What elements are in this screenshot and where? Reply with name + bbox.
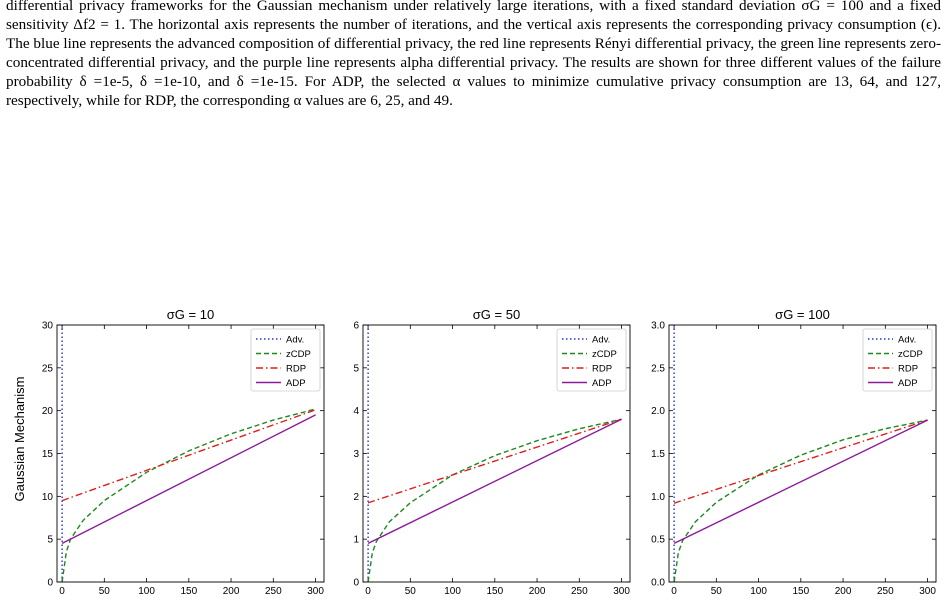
y-tick-label: 2.5: [651, 363, 665, 374]
legend-label-adp: ADP: [592, 378, 612, 389]
y-tick-label: 30: [42, 321, 54, 332]
y-tick-label: 20: [42, 406, 54, 417]
figure-panels: Gaussian Mechanism σG = 100 50 100 150 200 25…: [12, 307, 937, 597]
x-tick-label: 150: [792, 586, 809, 597]
plot-frame: [668, 324, 937, 583]
x-tick-label: 200: [529, 586, 546, 597]
y-tick-label: 0: [353, 578, 359, 589]
x-tick-label: 250: [877, 586, 894, 597]
x-tick-label: 100: [444, 586, 461, 597]
legend-label-adv: Adv.: [592, 335, 610, 346]
chart-title: σG = 50: [473, 307, 520, 322]
series-line-rdp: [367, 418, 622, 504]
x-tick-label: 100: [138, 586, 155, 597]
legend-label-zcdp: zCDP: [592, 349, 617, 360]
legend-box: [556, 328, 627, 392]
legend-label-rdp: RDP: [592, 364, 612, 375]
series-line-zcdp: [367, 418, 622, 582]
legend-label-zcdp: zCDP: [286, 349, 311, 360]
legend: Adv. zCDP RDP ADP: [250, 328, 321, 392]
y-tick-label: 2.0: [651, 406, 665, 417]
y-tick-label: 5: [353, 363, 359, 374]
y-tick-label: 2: [353, 492, 359, 503]
x-tick-label: 100: [750, 586, 767, 597]
y-tick-label: 10: [42, 492, 54, 503]
y-tick-label: 0.0: [651, 578, 665, 589]
x-tick-label: 0: [365, 586, 371, 597]
legend-box: [862, 328, 933, 392]
series-line-zcdp: [673, 419, 928, 582]
legend-label-adp: ADP: [898, 378, 918, 389]
chart-panel-1: σG = 10 0 50 100 150 200 250 300 0 5 10 15 20 25 30 Adv…: [42, 307, 325, 597]
x-tick-label: 200: [835, 586, 852, 597]
y-tick-label: 5: [47, 535, 53, 546]
series-line-zcdp: [61, 408, 316, 582]
plot-frame: [362, 324, 631, 583]
y-tick-label: 1.0: [651, 492, 665, 503]
series-line-rdp: [61, 409, 316, 502]
series-line-adp: [367, 418, 622, 545]
legend-box: [250, 328, 321, 392]
y-tick-label: 0.5: [651, 535, 665, 546]
plot-frame: [56, 324, 325, 583]
legend: Adv. zCDP RDP ADP: [862, 328, 933, 392]
y-tick-label: 3: [353, 449, 359, 460]
series-line-adp: [673, 419, 928, 545]
x-tick-label: 0: [671, 586, 677, 597]
legend-label-adp: ADP: [286, 378, 306, 389]
y-tick-label: 15: [42, 449, 54, 460]
legend-label-adv: Adv.: [286, 335, 304, 346]
y-tick-label: 3.0: [651, 321, 665, 332]
x-tick-label: 250: [265, 586, 282, 597]
y-axis-label: Gaussian Mechanism: [12, 377, 27, 502]
x-tick-label: 50: [99, 586, 111, 597]
chart-title: σG = 100: [775, 307, 830, 322]
legend-label-rdp: RDP: [898, 364, 918, 375]
x-tick-label: 50: [405, 586, 417, 597]
y-tick-label: 4: [353, 406, 359, 417]
y-tick-label: 1.5: [651, 449, 665, 460]
series-line-rdp: [673, 419, 928, 504]
legend-label-rdp: RDP: [286, 364, 306, 375]
y-tick-label: 6: [353, 321, 359, 332]
legend: Adv. zCDP RDP ADP: [556, 328, 627, 392]
legend-label-adv: Adv.: [898, 335, 916, 346]
x-tick-label: 250: [571, 586, 588, 597]
legend-label-zcdp: zCDP: [898, 349, 923, 360]
chart-panel-2: σG = 50 0 50 100 150 200 250 300 0 1 2 3 4 5 6 Adv. zCDP…: [353, 307, 631, 597]
chart-panel-3: σG = 100 0 50 100 150 200 250 300 0.0 0.5 1.0 1.5 2.…: [651, 307, 937, 597]
y-tick-label: 1: [353, 535, 359, 546]
x-tick-label: 150: [180, 586, 197, 597]
series-line-adp: [61, 414, 316, 545]
x-tick-label: 300: [919, 586, 936, 597]
x-tick-label: 150: [486, 586, 503, 597]
figure-caption: differential privacy frameworks for the …: [6, 0, 941, 110]
x-tick-label: 50: [711, 586, 723, 597]
y-tick-label: 0: [47, 578, 53, 589]
y-tick-label: 25: [42, 363, 54, 374]
x-tick-label: 300: [613, 586, 630, 597]
caption-text: differential privacy frameworks for the …: [6, 0, 941, 109]
x-tick-label: 0: [59, 586, 65, 597]
x-tick-label: 200: [223, 586, 240, 597]
chart-title: σG = 10: [167, 307, 214, 322]
x-tick-label: 300: [307, 586, 324, 597]
